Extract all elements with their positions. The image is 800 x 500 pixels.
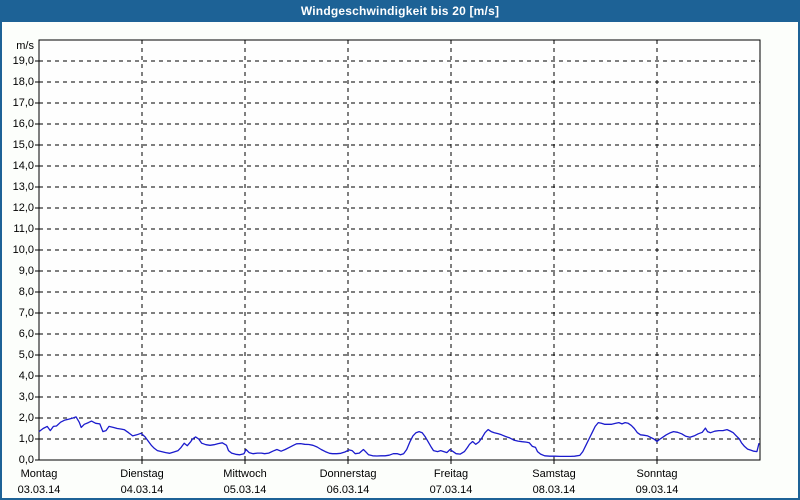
chart-title: Windgeschwindigkeit bis 20 [m/s] xyxy=(300,4,500,18)
wind-speed-line xyxy=(38,416,760,458)
title-bar: Windgeschwindigkeit bis 20 [m/s] xyxy=(0,0,800,22)
